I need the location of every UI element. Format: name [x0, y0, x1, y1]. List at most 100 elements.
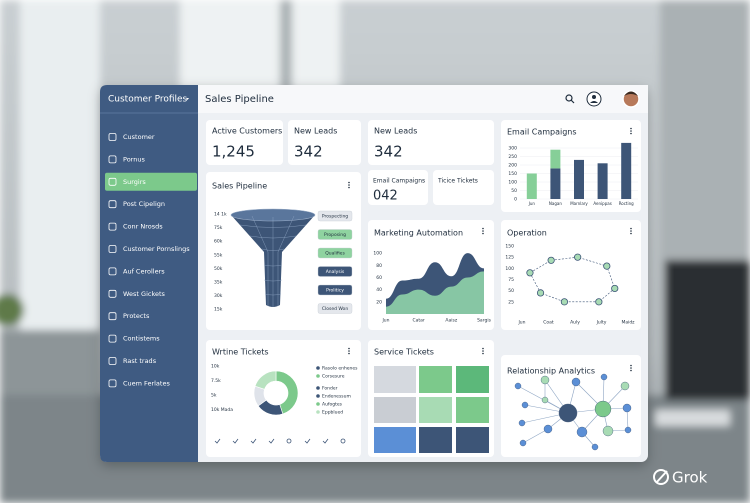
legend-label: Fonder	[322, 386, 338, 392]
nav-item[interactable]: Pornus	[123, 155, 145, 163]
x-tick-label: Julty	[596, 320, 607, 326]
node	[541, 396, 549, 404]
nav-item[interactable]: Rast trads	[123, 357, 157, 365]
node	[540, 375, 550, 385]
stage-label: Qualifies	[325, 251, 345, 257]
legend-label: Endenessum	[322, 394, 351, 400]
menu-dot	[630, 132, 632, 135]
menu-dot	[348, 350, 350, 352]
card	[288, 120, 361, 165]
y-tick-label: 75	[508, 277, 514, 283]
node	[600, 373, 608, 381]
search-icon[interactable]	[565, 94, 575, 104]
nav-item[interactable]: Customer	[123, 133, 155, 141]
menu-dot	[630, 127, 632, 130]
card	[501, 220, 641, 330]
legend-swatch	[316, 410, 320, 414]
y-tick-label: 80	[376, 263, 382, 269]
card	[206, 120, 283, 165]
card	[433, 170, 494, 205]
node	[602, 425, 614, 437]
y-tick-label: 100	[505, 266, 514, 272]
axis-label: 30k	[214, 293, 223, 299]
legend-label: Rasolo enhenes	[322, 366, 358, 372]
menu-dot	[348, 352, 350, 355]
node	[576, 426, 588, 438]
x-tick-label: Nagan	[549, 201, 562, 206]
nav-item[interactable]: Surgirs	[123, 178, 146, 186]
nav-item[interactable]: Protects	[123, 312, 150, 320]
x-tick-label: Auly	[570, 320, 580, 326]
bar	[550, 168, 561, 199]
axis-label: 50k	[214, 266, 223, 272]
x-tick-label: Maidz	[621, 320, 635, 326]
stage-label: Closed Won	[322, 306, 348, 312]
nav-icon	[108, 267, 117, 276]
y-tick-label: 40	[376, 287, 382, 293]
card-title: Service Tickets	[374, 348, 434, 357]
card-title: Wrtine Tickets	[212, 348, 269, 357]
network-graph	[514, 373, 632, 451]
nav-item[interactable]: West Gickets	[123, 290, 166, 298]
stage-pill	[317, 303, 353, 314]
nav-icon	[108, 312, 117, 321]
menu-dot	[630, 227, 632, 230]
y-tick-label: 150	[505, 244, 514, 250]
node	[519, 439, 527, 447]
nav-item[interactable]: Post Cipelign	[123, 200, 165, 208]
bar	[621, 142, 632, 199]
x-tick-label: Aaisz	[445, 318, 457, 324]
menu-dot	[630, 232, 632, 235]
stage-pill	[317, 284, 353, 296]
axis-label: 60k	[214, 239, 223, 245]
node	[591, 443, 599, 451]
card-title: Relationship Analytics	[507, 367, 595, 376]
stage-pill	[317, 210, 353, 222]
point	[547, 256, 555, 264]
dropdown-caret[interactable]	[186, 98, 189, 100]
stage-pill	[317, 247, 353, 259]
axis-label: 75k	[214, 225, 223, 231]
point	[595, 298, 603, 306]
menu-dot	[630, 230, 632, 232]
node	[514, 382, 522, 390]
axis-label: 5k	[211, 393, 217, 399]
sidebar-title[interactable]: Customer Profiles	[108, 95, 188, 105]
menu-dot	[482, 227, 484, 230]
legend-label: Corsesure	[322, 374, 345, 380]
header-title: Sales Pipeline	[205, 94, 274, 105]
avatar[interactable]	[622, 90, 640, 108]
bar	[526, 173, 537, 199]
menu-dot	[630, 364, 632, 367]
card	[206, 340, 361, 457]
card-title: Operation	[507, 229, 547, 238]
x-tick-label: Aenippas	[593, 201, 611, 206]
menu-dot	[348, 181, 350, 184]
area	[386, 271, 484, 314]
point	[536, 289, 545, 297]
nav-item[interactable]: Conr Nrosds	[123, 223, 163, 231]
kpi-value: 1,245	[212, 143, 255, 161]
axis-label: 10k Mada	[211, 407, 233, 413]
nav-item[interactable]: Contistems	[123, 335, 160, 343]
legend-swatch	[316, 374, 320, 378]
y-tick-label: 50	[511, 188, 517, 194]
nav-item[interactable]: Cuem Ferlates	[123, 379, 170, 387]
legend-swatch	[316, 394, 320, 398]
point	[611, 284, 619, 293]
kpi-value: 342	[294, 143, 323, 161]
stage-label: Proliticy	[326, 288, 344, 294]
point	[603, 262, 611, 270]
menu-icons[interactable]	[348, 127, 632, 372]
nav-item[interactable]: Auf Cerollers	[123, 267, 165, 275]
header-bar	[198, 85, 648, 113]
menu-dot	[482, 352, 484, 355]
user-icon[interactable]	[586, 91, 602, 107]
kpi-value: 342	[374, 143, 403, 161]
x-tick-label: Coat	[543, 320, 554, 326]
legend-swatch	[316, 402, 320, 406]
legend-label: Aufogtes	[322, 402, 343, 408]
nav-item[interactable]: Customer Pornslings	[123, 245, 190, 253]
menu-dot	[482, 350, 484, 352]
